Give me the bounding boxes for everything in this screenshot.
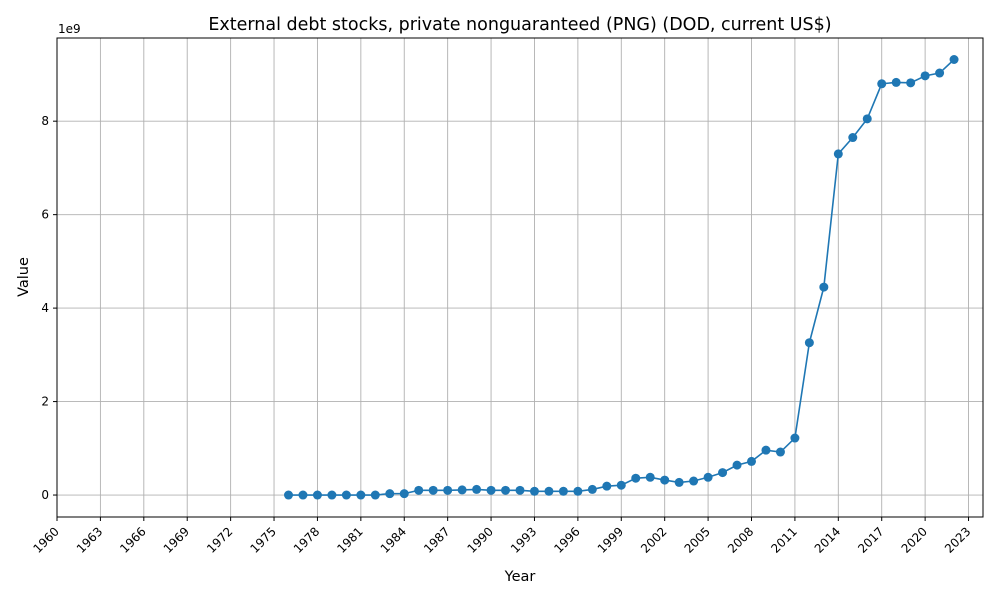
data-point <box>747 456 756 466</box>
data-point <box>703 472 713 482</box>
x-tick-label: 1972 <box>204 524 235 555</box>
data-point <box>833 149 843 159</box>
data-point <box>501 485 511 495</box>
data-point <box>341 490 351 500</box>
data-point <box>790 433 800 443</box>
data-point <box>804 338 814 348</box>
plot-frame <box>56 37 984 518</box>
data-point <box>356 490 366 500</box>
x-tick-label: 2008 <box>725 524 756 555</box>
x-tick-label: 1984 <box>378 524 409 555</box>
data-point <box>587 484 597 494</box>
data-point <box>486 485 496 495</box>
x-tick-label: 1978 <box>291 524 322 555</box>
x-tick-label: 1981 <box>334 524 365 555</box>
data-point <box>472 484 482 494</box>
data-point <box>573 486 583 496</box>
data-point <box>544 486 554 496</box>
x-tick-label: 2020 <box>899 524 930 555</box>
x-tick-label: 2011 <box>768 524 799 555</box>
x-tick-label: 1963 <box>74 524 105 555</box>
x-tick-label: 1990 <box>465 524 496 555</box>
data-point <box>660 475 670 485</box>
x-tick-label: 1996 <box>551 524 582 555</box>
x-tick-label: 1975 <box>247 524 278 555</box>
x-tick-label: 1969 <box>161 524 192 555</box>
x-tick-label: 1999 <box>595 524 626 555</box>
y-tick-label: 2 <box>41 395 49 409</box>
data-point <box>891 77 901 87</box>
data-point <box>674 477 684 487</box>
y-tick-label: 4 <box>41 301 49 315</box>
data-point <box>761 445 771 455</box>
data-point <box>862 114 872 124</box>
data-point <box>718 468 728 478</box>
data-point <box>848 133 858 143</box>
data-point <box>935 68 945 78</box>
data-point <box>602 481 612 491</box>
data-point <box>689 476 699 486</box>
chart-title: External debt stocks, private nonguarant… <box>208 15 831 35</box>
data-point <box>906 78 916 88</box>
data-point <box>414 485 424 495</box>
y-offset-label: 1e9 <box>58 22 81 36</box>
x-axis: 1960 1963 1966 1969 1972 1975 1978 1981 1984 1987… <box>30 517 973 556</box>
x-tick-label: 2002 <box>638 524 669 555</box>
y-tick-label: 0 <box>41 488 49 502</box>
y-axis-label: Value <box>16 257 32 297</box>
data-point <box>631 473 641 483</box>
data-point <box>616 480 626 490</box>
x-tick-label: 1993 <box>508 524 539 555</box>
data-point <box>457 485 467 495</box>
x-axis-label: Year <box>504 569 536 585</box>
x-tick-label: 2017 <box>855 524 886 555</box>
data-point <box>529 486 539 496</box>
data-point <box>819 282 829 292</box>
data-point <box>949 54 959 64</box>
y-axis: 0 2 4 6 8 <box>41 114 57 502</box>
data-point <box>877 79 887 89</box>
data-point <box>515 485 525 495</box>
data-point <box>428 485 438 495</box>
y-tick-label: 6 <box>41 208 49 222</box>
data-point <box>327 490 337 500</box>
data-point <box>558 486 568 496</box>
data-point <box>920 71 930 81</box>
x-tick-label: 1987 <box>421 524 452 555</box>
x-tick-label: 1960 <box>30 524 61 555</box>
grid <box>56 38 983 517</box>
data-point <box>298 490 308 500</box>
data-point <box>370 490 380 500</box>
x-tick-label: 2014 <box>812 524 843 555</box>
data-point <box>399 489 409 499</box>
data-point <box>775 447 785 457</box>
data-point <box>443 485 453 495</box>
y-tick-label: 8 <box>41 114 49 128</box>
data-point <box>645 472 655 482</box>
data-series <box>284 54 959 500</box>
x-tick-label: 2005 <box>682 524 713 555</box>
x-tick-label: 1966 <box>117 524 148 555</box>
data-point <box>312 490 322 500</box>
data-point <box>284 490 293 500</box>
x-tick-label: 2023 <box>942 524 973 555</box>
data-point <box>385 489 395 499</box>
data-point <box>732 460 742 470</box>
